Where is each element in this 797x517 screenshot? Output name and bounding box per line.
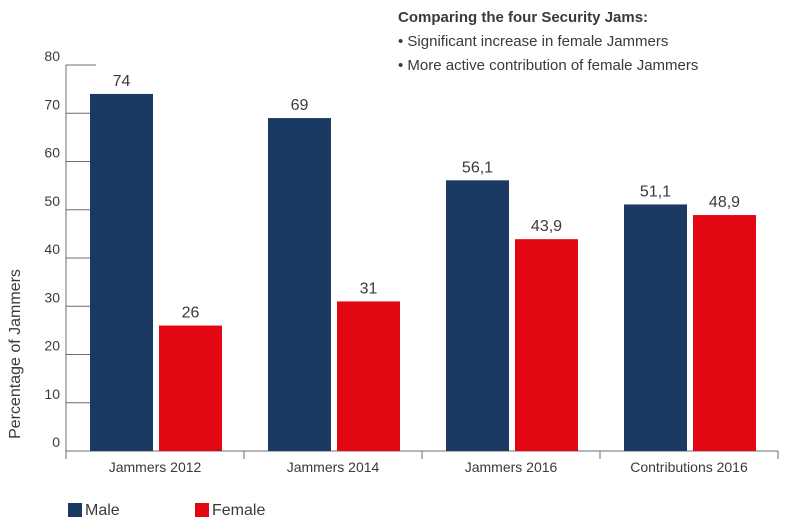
annotation-title: Comparing the four Security Jams: bbox=[398, 9, 648, 26]
bar-female bbox=[693, 215, 756, 451]
data-label: 48,9 bbox=[709, 194, 740, 211]
y-tick-label: 20 bbox=[44, 338, 60, 354]
annotation-line-2: • More active contribution of female Jam… bbox=[398, 57, 698, 74]
x-tick-label: Contributions 2016 bbox=[630, 459, 748, 475]
y-tick-label: 70 bbox=[44, 96, 60, 112]
bar-male bbox=[268, 118, 331, 451]
y-tick-label: 40 bbox=[44, 241, 60, 257]
data-label: 51,1 bbox=[640, 183, 671, 200]
legend-swatch-female bbox=[195, 503, 209, 517]
legend: Male Female bbox=[68, 502, 265, 517]
bar-male bbox=[446, 180, 509, 451]
legend-swatch-male bbox=[68, 503, 82, 517]
x-tick-label: Jammers 2012 bbox=[109, 459, 202, 475]
y-tick-label: 60 bbox=[44, 145, 60, 161]
data-label: 31 bbox=[360, 280, 378, 297]
y-tick-label: 50 bbox=[44, 193, 60, 209]
y-tick-label: 80 bbox=[44, 48, 60, 64]
y-axis: 0 10 20 30 40 50 60 70 80 bbox=[44, 48, 96, 452]
y-tick-label: 0 bbox=[52, 434, 60, 450]
bar-female bbox=[337, 301, 400, 451]
data-label: 56,1 bbox=[462, 159, 493, 176]
annotation-box: Comparing the four Security Jams: • Sign… bbox=[398, 9, 698, 74]
y-axis-title: Percentage of Jammers bbox=[7, 269, 24, 439]
data-label: 26 bbox=[182, 305, 200, 322]
y-tick-label: 30 bbox=[44, 289, 60, 305]
data-label: 69 bbox=[291, 97, 309, 114]
bar-female bbox=[159, 325, 222, 451]
data-label: 43,9 bbox=[531, 218, 562, 235]
x-tick-label: Jammers 2014 bbox=[287, 459, 380, 475]
legend-label-male: Male bbox=[85, 502, 120, 517]
x-tick-label: Jammers 2016 bbox=[465, 459, 558, 475]
bar-male bbox=[624, 204, 687, 451]
x-axis: Jammers 2012 Jammers 2014 Jammers 2016 Cont… bbox=[65, 450, 779, 475]
y-tick-label: 10 bbox=[44, 386, 60, 402]
bars: 74 69 56,1 51,1 26 31 43,9 48,9 bbox=[90, 73, 756, 451]
bar-male bbox=[90, 93, 153, 451]
bar-female bbox=[515, 239, 578, 451]
annotation-line-1: • Significant increase in female Jammers bbox=[398, 33, 668, 50]
data-label: 74 bbox=[113, 73, 131, 90]
legend-label-female: Female bbox=[212, 502, 265, 517]
